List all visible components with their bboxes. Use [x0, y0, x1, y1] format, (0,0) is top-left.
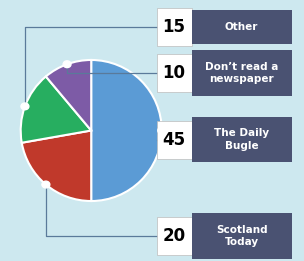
Text: 15: 15	[163, 19, 185, 36]
Text: The Daily
Bugle: The Daily Bugle	[214, 128, 269, 151]
Text: Other: Other	[225, 22, 258, 32]
Text: Don’t read a
newspaper: Don’t read a newspaper	[205, 62, 278, 84]
Text: 10: 10	[163, 64, 185, 82]
Wedge shape	[21, 76, 91, 143]
Text: 45: 45	[162, 131, 186, 149]
Text: Scotland
Today: Scotland Today	[216, 225, 268, 247]
Wedge shape	[91, 60, 162, 201]
Text: 20: 20	[162, 227, 186, 245]
Wedge shape	[46, 60, 91, 130]
Wedge shape	[22, 130, 91, 201]
